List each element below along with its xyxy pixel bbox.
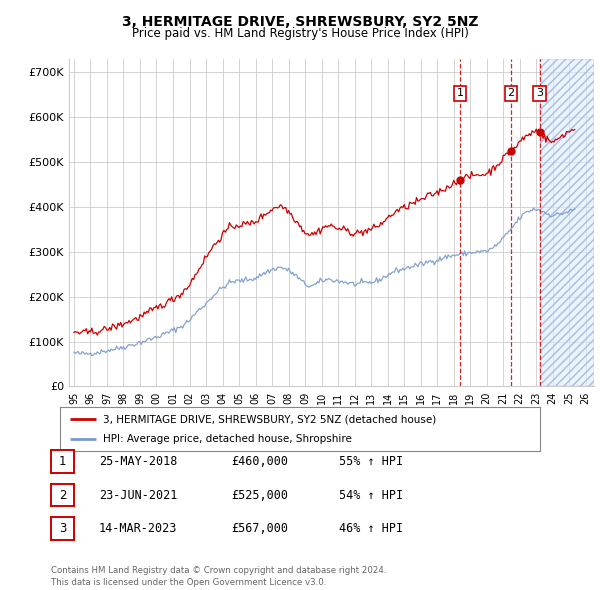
Text: 54% ↑ HPI: 54% ↑ HPI [339,489,403,502]
Text: 25-MAY-2018: 25-MAY-2018 [99,455,178,468]
Text: 1: 1 [59,455,66,468]
Text: 14-MAR-2023: 14-MAR-2023 [99,522,178,535]
Text: 55% ↑ HPI: 55% ↑ HPI [339,455,403,468]
Text: 46% ↑ HPI: 46% ↑ HPI [339,522,403,535]
Text: Price paid vs. HM Land Registry's House Price Index (HPI): Price paid vs. HM Land Registry's House … [131,27,469,40]
Text: 1: 1 [457,88,463,99]
Text: 3, HERMITAGE DRIVE, SHREWSBURY, SY2 5NZ (detached house): 3, HERMITAGE DRIVE, SHREWSBURY, SY2 5NZ … [103,414,436,424]
Text: 23-JUN-2021: 23-JUN-2021 [99,489,178,502]
Text: Contains HM Land Registry data © Crown copyright and database right 2024.
This d: Contains HM Land Registry data © Crown c… [51,566,386,587]
Text: £567,000: £567,000 [231,522,288,535]
Text: 3: 3 [536,88,543,99]
Text: HPI: Average price, detached house, Shropshire: HPI: Average price, detached house, Shro… [103,434,352,444]
Bar [539,59,594,386]
Text: £525,000: £525,000 [231,489,288,502]
Bar [539,59,594,386]
Text: 3, HERMITAGE DRIVE, SHREWSBURY, SY2 5NZ: 3, HERMITAGE DRIVE, SHREWSBURY, SY2 5NZ [122,15,478,29]
Text: £460,000: £460,000 [231,455,288,468]
Text: 2: 2 [508,88,515,99]
Text: 2: 2 [59,489,66,502]
Text: 3: 3 [59,522,66,535]
